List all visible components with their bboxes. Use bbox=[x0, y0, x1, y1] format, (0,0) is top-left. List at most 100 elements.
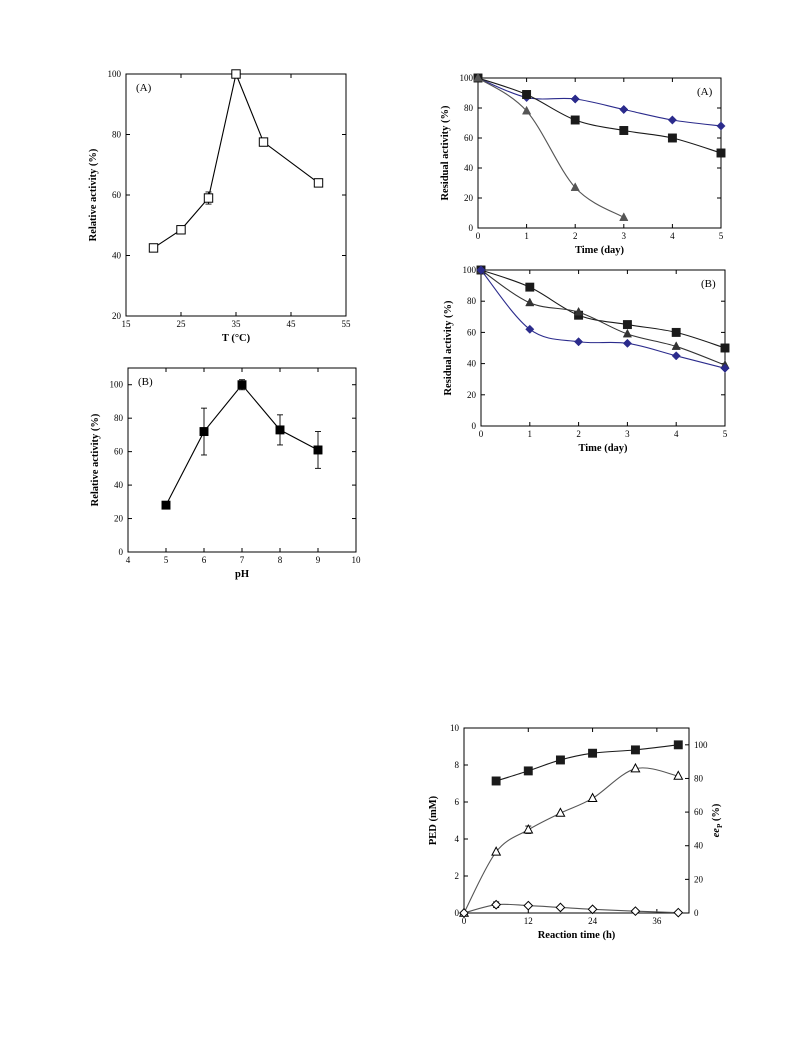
y2-axis-title: eeP (%) bbox=[711, 803, 724, 837]
data-point bbox=[587, 904, 598, 915]
data-point bbox=[275, 425, 285, 435]
panel-label: (B) bbox=[138, 376, 153, 388]
y-tick-label: 80 bbox=[464, 103, 474, 113]
panel-label: (A) bbox=[136, 82, 152, 94]
data-point bbox=[619, 212, 629, 221]
y-tick-label: 4 bbox=[455, 834, 460, 844]
data-point bbox=[667, 133, 677, 143]
x-tick-label: 45 bbox=[287, 319, 297, 329]
data-point bbox=[522, 90, 532, 99]
data-point bbox=[630, 906, 641, 917]
data-point bbox=[555, 807, 566, 817]
data-point bbox=[525, 324, 535, 334]
y-tick-label: 0 bbox=[119, 547, 124, 557]
series-0 bbox=[161, 379, 323, 510]
data-point bbox=[491, 899, 502, 910]
x-tick-label: 4 bbox=[674, 429, 679, 439]
series-line bbox=[477, 77, 722, 127]
y-tick-label: 100 bbox=[460, 73, 474, 83]
data-point bbox=[473, 72, 483, 82]
y-axis-title: Relative activity (%) bbox=[90, 413, 101, 506]
data-point bbox=[148, 243, 159, 253]
x-tick-label: 15 bbox=[122, 319, 132, 329]
data-point bbox=[525, 297, 535, 307]
data-point bbox=[671, 327, 681, 337]
series-0 bbox=[491, 740, 683, 786]
y2-tick-label: 0 bbox=[694, 908, 699, 918]
y-tick-label: 0 bbox=[469, 223, 474, 233]
y2-tick-label: 100 bbox=[694, 740, 708, 750]
series-2 bbox=[476, 265, 730, 373]
data-point bbox=[491, 776, 501, 786]
x-tick-label: 3 bbox=[622, 231, 627, 241]
y-tick-label: 20 bbox=[112, 311, 122, 321]
plot-frame bbox=[127, 367, 357, 553]
y-tick-label: 40 bbox=[464, 163, 474, 173]
x-tick-label: 7 bbox=[240, 555, 245, 565]
series-1 bbox=[458, 762, 684, 917]
x-tick-label: 9 bbox=[316, 555, 321, 565]
y2-tick-label: 80 bbox=[694, 773, 704, 783]
data-point bbox=[619, 104, 629, 115]
x-tick-label: 24 bbox=[588, 916, 598, 926]
x-tick-label: 1 bbox=[528, 429, 533, 439]
series-line bbox=[153, 72, 319, 249]
data-point bbox=[671, 351, 681, 361]
data-point bbox=[203, 193, 214, 203]
data-point bbox=[622, 320, 632, 330]
series-line bbox=[480, 269, 726, 366]
data-point bbox=[523, 900, 534, 911]
data-point bbox=[570, 94, 580, 104]
x-tick-label: 6 bbox=[202, 555, 207, 565]
series-2 bbox=[459, 899, 684, 918]
series-line bbox=[495, 744, 679, 782]
y-tick-label: 80 bbox=[112, 130, 122, 140]
y-tick-label: 60 bbox=[467, 327, 477, 337]
data-point bbox=[176, 225, 186, 235]
series-line bbox=[165, 383, 319, 506]
y-tick-label: 20 bbox=[467, 390, 477, 400]
y-tick-label: 100 bbox=[110, 380, 124, 390]
series-line bbox=[477, 77, 625, 218]
y-tick-label: 2 bbox=[455, 871, 460, 881]
y-tick-label: 10 bbox=[450, 723, 460, 733]
data-point bbox=[237, 380, 247, 390]
x-tick-label: 5 bbox=[719, 231, 724, 241]
chart-stability-b: 0 1 2 3 4 5 0 20 40 60 80 100 Time (day) Residual act… bbox=[443, 264, 730, 454]
data-point bbox=[573, 306, 584, 316]
series-0 bbox=[476, 265, 730, 353]
y-tick-label: 40 bbox=[112, 251, 122, 261]
data-point bbox=[525, 282, 535, 292]
x-tick-label: 2 bbox=[573, 231, 578, 241]
chart-temperature-optimum: 15 25 35 45 55 20 40 60 80 100 T (°C) Relative acti… bbox=[88, 69, 351, 344]
x-axis-title: Reaction time (h) bbox=[538, 930, 616, 941]
plot-frame bbox=[125, 73, 347, 317]
y-tick-label: 60 bbox=[112, 190, 122, 200]
plot-frame bbox=[480, 269, 726, 427]
data-point bbox=[574, 337, 584, 347]
data-point bbox=[622, 338, 632, 348]
data-point bbox=[630, 762, 641, 773]
y2-tick-label: 40 bbox=[694, 841, 704, 851]
y2-axis-title-unit: (%) bbox=[711, 803, 722, 824]
x-tick-label: 2 bbox=[576, 429, 581, 439]
y-tick-label: 100 bbox=[108, 69, 122, 79]
series-line bbox=[477, 77, 722, 154]
data-point bbox=[523, 823, 534, 834]
y2-tick-label: 20 bbox=[694, 874, 704, 884]
series-line bbox=[480, 269, 726, 349]
y-tick-label: 20 bbox=[464, 193, 474, 203]
x-tick-label: 4 bbox=[670, 231, 675, 241]
series-0 bbox=[473, 73, 726, 131]
panel-label: (B) bbox=[701, 278, 716, 290]
y-axis-title: Residual activity (%) bbox=[443, 300, 454, 396]
y-axis-title: Relative activity (%) bbox=[88, 148, 99, 241]
y-axis-title: Residual activity (%) bbox=[440, 105, 451, 201]
data-point bbox=[313, 178, 324, 188]
data-point bbox=[231, 69, 241, 79]
y-tick-label: 40 bbox=[467, 359, 477, 369]
data-point bbox=[459, 908, 469, 918]
data-point bbox=[258, 137, 269, 147]
